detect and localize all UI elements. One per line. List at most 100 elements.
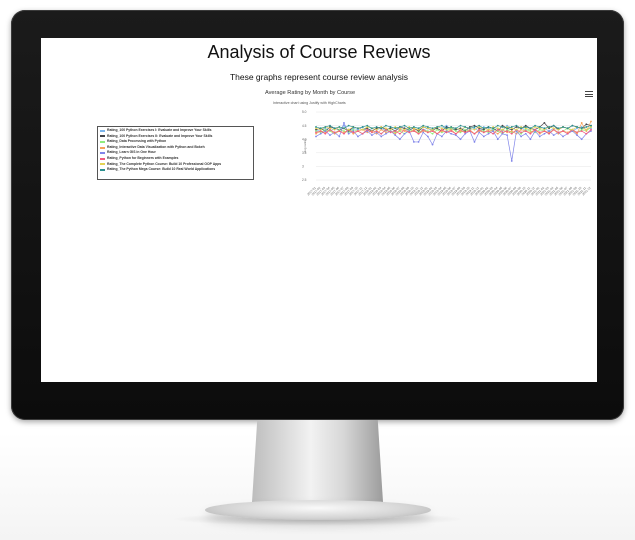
x-tick-label: 2017-01 (306, 186, 317, 197)
data-point (576, 132, 578, 135)
data-point (426, 131, 429, 134)
x-tick-label: 2021-07 (558, 186, 569, 197)
legend-swatch (100, 146, 105, 149)
data-point (552, 128, 555, 131)
data-point (343, 132, 345, 135)
x-tick-label: 2020-05 (493, 186, 504, 197)
x-tick-label: 2019-02 (423, 186, 434, 197)
chart-legend: Rating_100 Python Exercises I: Evaluate … (97, 126, 254, 180)
data-point (333, 128, 336, 131)
data-point (585, 126, 588, 128)
data-point (510, 130, 513, 132)
data-point (450, 130, 453, 132)
data-point (454, 132, 457, 135)
data-point (501, 126, 504, 128)
legend-label: Rating_Python for Beginners with Example… (107, 155, 179, 160)
data-point (585, 130, 588, 132)
data-point (431, 143, 434, 146)
data-point (529, 127, 532, 130)
monitor-stand-base (205, 500, 431, 520)
data-point (464, 128, 467, 131)
data-point (357, 128, 359, 131)
data-point (538, 132, 541, 135)
data-point (385, 127, 387, 130)
data-point (534, 128, 536, 131)
data-point (473, 126, 476, 128)
data-point (473, 132, 476, 135)
data-point (496, 130, 499, 132)
data-point (506, 126, 509, 128)
x-tick-label: 2020-04 (488, 186, 499, 197)
data-point (492, 127, 495, 130)
data-point (524, 124, 527, 127)
data-point (343, 127, 345, 130)
legend-item[interactable]: Rating_100 Python Exercises II: Evaluate… (100, 134, 251, 140)
data-point (576, 131, 578, 134)
data-point (580, 138, 583, 141)
data-point (506, 124, 509, 127)
data-point (398, 132, 401, 135)
data-point (422, 131, 425, 134)
legend-item[interactable]: Rating_The Python Mega Course: Build 10 … (100, 167, 251, 173)
y-tick-label: 5.0 (302, 110, 307, 114)
legend-swatch (100, 129, 105, 132)
data-point (543, 127, 546, 130)
data-point (329, 128, 331, 131)
legend-item[interactable]: Rating_Learn GIS in One Hour (100, 150, 251, 156)
data-point (529, 132, 532, 135)
data-point (482, 130, 485, 132)
data-point (538, 127, 541, 130)
legend-item[interactable]: Rating_100 Python Exercises I: Evaluate … (100, 128, 251, 134)
data-point (389, 126, 392, 128)
legend-swatch (100, 163, 105, 166)
data-point (552, 124, 555, 127)
x-tick-label: 2021-04 (544, 186, 555, 197)
data-point (468, 128, 471, 131)
data-point (440, 124, 443, 127)
data-point (496, 138, 499, 141)
x-tick-label: 2019-06 (441, 186, 452, 197)
x-tick-label: 2017-05 (325, 186, 336, 197)
data-point (590, 127, 592, 130)
data-point (403, 130, 406, 132)
data-point (501, 130, 504, 132)
data-point (338, 126, 341, 128)
x-tick-label: 2020-12 (525, 186, 536, 197)
data-point (585, 128, 588, 131)
x-tick-label: 2020-02 (479, 186, 490, 197)
data-point (347, 130, 350, 132)
data-point (520, 135, 522, 138)
hamburger-menu-icon[interactable] (585, 91, 593, 98)
data-point (473, 127, 476, 130)
data-point (352, 126, 355, 128)
legend-item[interactable]: Rating_The Complete Python Course: Build… (100, 162, 251, 168)
data-point (347, 124, 350, 127)
data-point (543, 132, 546, 135)
data-point (445, 126, 448, 128)
legend-item[interactable]: Rating_Python for Beginners with Example… (100, 156, 251, 162)
legend-item[interactable]: Rating_Data Processing with Python (100, 139, 251, 145)
data-point (403, 132, 406, 135)
data-point (496, 124, 499, 127)
data-point (538, 128, 541, 131)
x-tick-label: 2017-06 (329, 186, 340, 197)
data-point (385, 128, 387, 131)
data-point (492, 126, 495, 128)
data-point (566, 127, 569, 130)
data-point (315, 128, 317, 131)
data-point (506, 134, 509, 137)
data-point (366, 127, 369, 130)
data-point (473, 124, 476, 127)
data-point (357, 135, 359, 138)
data-point (492, 130, 495, 132)
x-tick-label: 2019-12 (469, 186, 480, 197)
data-point (324, 127, 327, 130)
y-tick-label: 3 (302, 165, 304, 169)
data-point (445, 127, 448, 130)
data-point (562, 135, 564, 138)
data-point (482, 127, 485, 130)
data-point (492, 128, 495, 131)
legend-item[interactable]: Rating_Interactive Data Visualization wi… (100, 145, 251, 151)
data-point (375, 130, 378, 132)
data-point (496, 132, 499, 135)
